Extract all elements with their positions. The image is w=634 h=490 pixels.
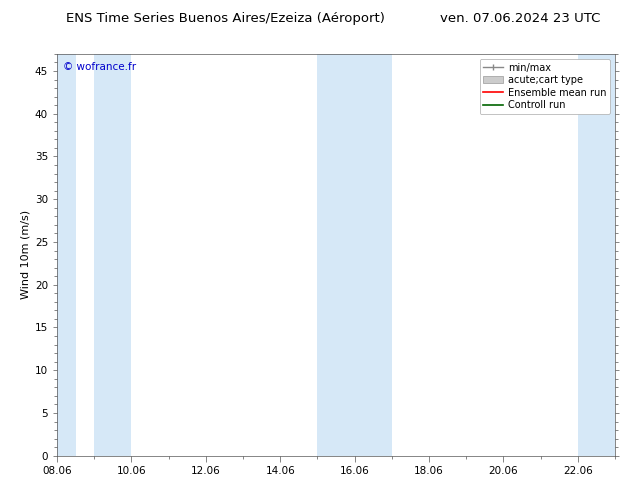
- Bar: [354, 54, 392, 456]
- Bar: [578, 54, 615, 456]
- Text: ENS Time Series Buenos Aires/Ezeiza (Aéroport): ENS Time Series Buenos Aires/Ezeiza (Aér…: [66, 12, 384, 25]
- Bar: [94, 54, 131, 456]
- Text: ven. 07.06.2024 23 UTC: ven. 07.06.2024 23 UTC: [440, 12, 600, 25]
- Text: © wofrance.fr: © wofrance.fr: [63, 62, 136, 72]
- Y-axis label: Wind 10m (m/s): Wind 10m (m/s): [21, 210, 30, 299]
- Bar: [318, 54, 354, 456]
- Legend: min/max, acute;cart type, Ensemble mean run, Controll run: min/max, acute;cart type, Ensemble mean …: [479, 59, 610, 114]
- Bar: [57, 54, 75, 456]
